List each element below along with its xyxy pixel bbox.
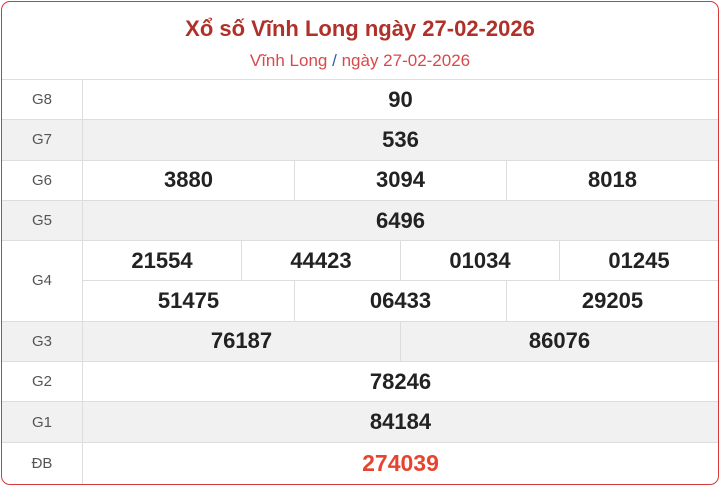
results-table: G8 90 G7 536 G6 3880 3094 8018 G5 6496 G4 21554 4442… [2,80,718,484]
prize-number: 01034 [400,241,559,281]
prize-row-g8: G8 90 [2,80,718,121]
prize-number: 3880 [164,167,213,193]
prize-number: 44423 [241,241,400,281]
prize-row-g5: G5 6496 [2,200,718,242]
header: Xổ số Vĩnh Long ngày 27-02-2026 Vĩnh Lon… [2,2,718,80]
prize-row-g7: G7 536 [2,120,718,161]
prize-number: 3094 [294,160,506,200]
prize-label: G3 [2,321,83,362]
prize-label: G2 [2,362,83,402]
prize-number: 536 [382,126,419,152]
breadcrumb: Vĩnh Long / ngày 27-02-2026 [2,51,718,71]
prize-label: G7 [2,120,83,160]
prize-row-đb: ĐB 274039 [2,442,718,484]
prize-number: 86076 [400,321,718,362]
breadcrumb-date: ngày 27-02-2026 [341,51,471,70]
prize-label: ĐB [2,442,83,484]
prize-number: 8018 [506,160,718,200]
prize-number: 84184 [369,409,432,435]
breadcrumb-separator: / [332,51,337,70]
prize-number: 90 [388,86,413,112]
prize-number: 06433 [294,281,506,321]
prize-number: 274039 [362,450,439,477]
prize-label: G8 [2,80,83,120]
prize-label: G1 [2,402,83,442]
prize-row-g3: G3 76187 86076 [2,321,718,363]
prize-label: G4 [2,241,83,321]
prize-number: 6496 [376,207,425,233]
prize-row-g1: G1 84184 [2,402,718,443]
prize-number: 51475 [157,288,220,314]
prize-number: 76187 [210,328,273,354]
prize-row-g4: G4 21554 44423 01034 01245 51475 06433 29205 [2,241,718,322]
prize-row-g2: G2 78246 [2,362,718,403]
breadcrumb-place-link[interactable]: Vĩnh Long [249,51,328,70]
prize-number: 21554 [131,247,193,273]
prize-row-g6: G6 3880 3094 8018 [2,160,718,201]
prize-number: 01245 [559,241,718,281]
prize-number: 29205 [506,281,718,321]
prize-label: G6 [2,160,83,200]
prize-number: 78246 [369,368,432,394]
prize-label: G5 [2,200,83,241]
page-title: Xổ số Vĩnh Long ngày 27-02-2026 [185,16,535,41]
